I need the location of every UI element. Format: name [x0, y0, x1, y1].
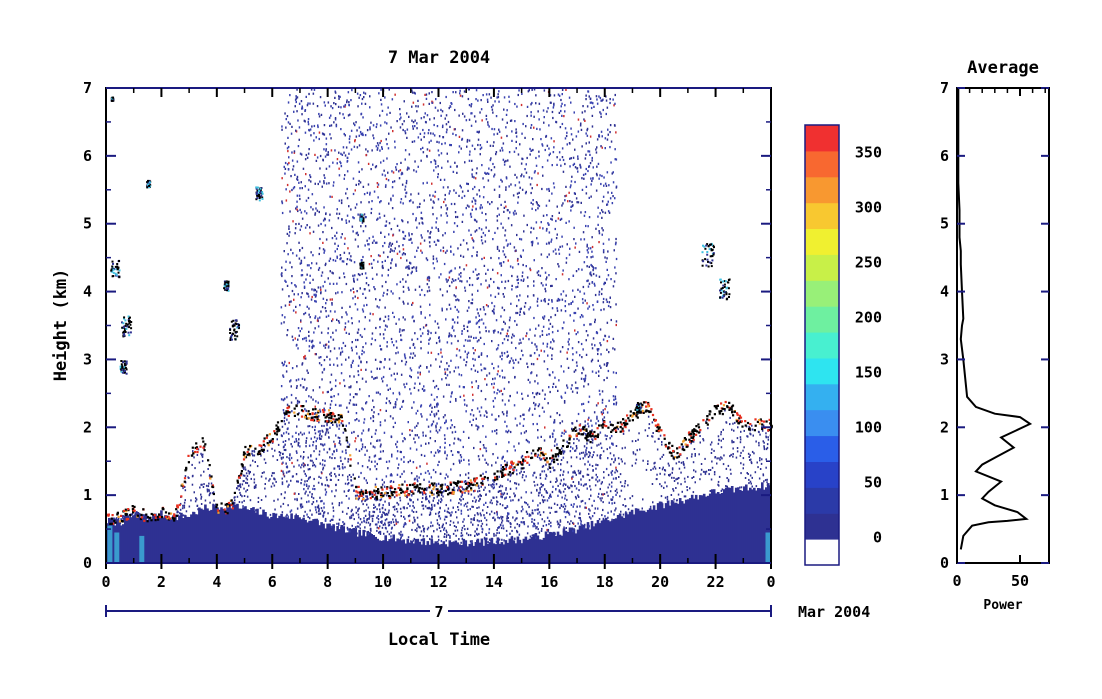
colorbar-frame [804, 124, 840, 566]
elevated-patches [110, 96, 731, 414]
main-chart-xlabel: Local Time [388, 630, 490, 650]
colorbar-tick-label: 150 [855, 364, 882, 382]
colorbar-swatch [805, 280, 839, 307]
main-x-tick-label: 8 [323, 573, 332, 591]
average-y-tick-label: 5 [940, 215, 949, 233]
colorbar-swatch [805, 254, 839, 281]
main-x-axis: 0 2 4 6 8 10 12 14 16 18 20 22 0 [101, 88, 776, 591]
main-y-tick-label: 5 [83, 215, 92, 233]
average-y-tick-label: 1 [940, 486, 949, 504]
date-bar-label: 7 [434, 603, 443, 621]
average-y-tick-label: 4 [940, 283, 949, 301]
colorbar-swatch [805, 513, 839, 540]
main-x-tick-label: 4 [212, 573, 221, 591]
noise-speckle [110, 88, 772, 545]
boundary-layer-fill [106, 482, 772, 563]
average-x-tick-label: 0 [952, 572, 961, 590]
date-bar [105, 605, 772, 617]
main-y-tick-label: 3 [83, 350, 92, 368]
main-x-tick-label: 22 [707, 573, 725, 591]
main-x-tick-label: 2 [157, 573, 166, 591]
colorbar-swatch [805, 435, 839, 462]
colorbar-tick-label: 200 [855, 309, 882, 327]
main-x-tick-label: 20 [651, 573, 669, 591]
colorbar-swatch [805, 202, 839, 229]
near-surface-cyan [107, 525, 771, 563]
colorbar-swatch [805, 383, 839, 411]
colorbar-tick-label: 0 [873, 529, 882, 547]
main-x-tick-label: 6 [268, 573, 277, 591]
colorbar-tick-label: 100 [855, 419, 882, 437]
average-y-tick-label: 6 [940, 147, 949, 165]
main-y-tick-label: 0 [83, 554, 92, 572]
average-panel-title: Average [967, 58, 1039, 78]
average-panel-xlabel: Power [983, 598, 1022, 613]
average-plot: 0 1 2 3 4 5 6 7 0 50 [940, 79, 1050, 590]
average-y-tick-label: 7 [940, 79, 949, 97]
colorbar-swatch [805, 228, 839, 255]
average-y-tick-label: 0 [940, 554, 949, 572]
main-x-tick-label: 0 [101, 573, 110, 591]
colorbar-swatch [805, 176, 839, 204]
colorbar-tick-label: 50 [864, 474, 882, 492]
main-chart-ylabel: Height (km) [51, 269, 71, 382]
average-y-tick-label: 2 [940, 418, 949, 436]
main-y-axis: 0 1 2 3 4 5 6 7 [83, 79, 771, 572]
colorbar-tick-label: 350 [855, 144, 882, 162]
main-x-tick-label: 14 [485, 573, 503, 591]
colorbar-swatch [805, 539, 839, 566]
average-y-tick-label: 3 [940, 350, 949, 368]
main-chart-title: 7 Mar 2004 [388, 48, 490, 68]
colorbar-swatch [805, 357, 839, 385]
colorbar: 0 50 100 150 200 250 300 350 [804, 124, 882, 566]
date-bar-suffix: Mar 2004 [798, 603, 870, 621]
aerosol-layer-top [106, 400, 773, 525]
colorbar-swatch [805, 125, 839, 152]
main-x-tick-label: 0 [766, 573, 775, 591]
main-y-tick-label: 2 [83, 418, 92, 436]
colorbar-tick-label: 300 [855, 199, 882, 217]
colorbar-swatch [805, 409, 839, 437]
main-x-tick-label: 18 [596, 573, 614, 591]
colorbar-swatch [805, 332, 839, 359]
average-power-line [957, 88, 1033, 550]
colorbar-swatch [805, 461, 839, 488]
main-y-tick-label: 7 [83, 79, 92, 97]
average-plot-frame [956, 87, 1050, 564]
main-y-tick-label: 4 [83, 283, 92, 301]
colorbar-swatch [805, 150, 839, 178]
main-x-tick-label: 10 [374, 573, 392, 591]
colorbar-tick-label: 250 [855, 254, 882, 272]
main-x-tick-label: 12 [429, 573, 447, 591]
main-x-tick-label: 16 [540, 573, 558, 591]
colorbar-swatch [805, 487, 839, 514]
colorbar-swatch [805, 306, 839, 333]
average-x-tick-label: 50 [1011, 572, 1029, 590]
main-y-tick-label: 6 [83, 147, 92, 165]
main-y-tick-label: 1 [83, 486, 92, 504]
